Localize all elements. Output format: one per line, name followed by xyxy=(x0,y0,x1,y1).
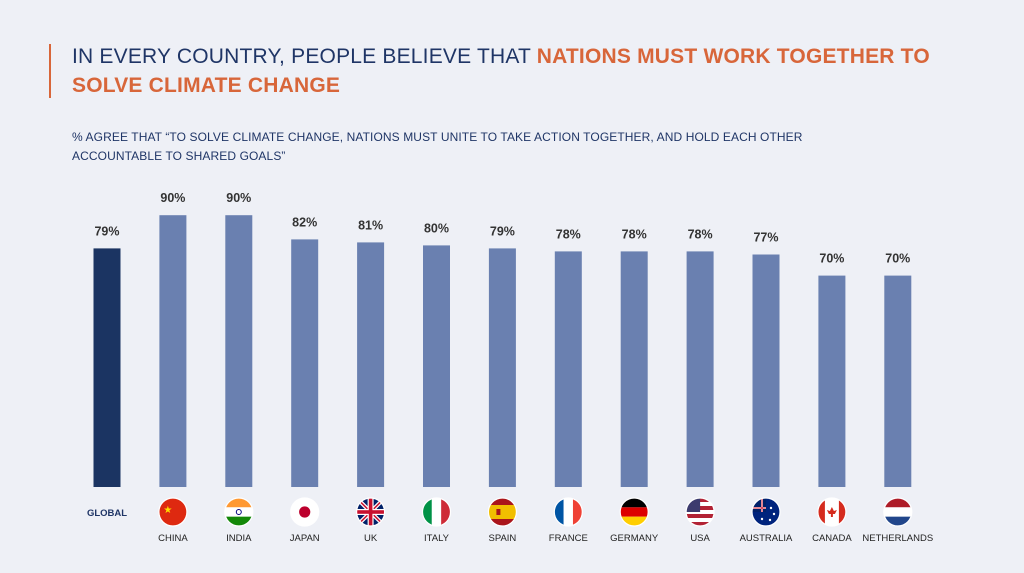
uk-flag-icon xyxy=(356,497,386,527)
category-label-france: FRANCE xyxy=(549,533,588,544)
value-label-india: 90% xyxy=(226,191,251,205)
category-label-spain: SPAIN xyxy=(488,533,516,544)
category-label-uk: UK xyxy=(364,533,378,544)
bar-france xyxy=(554,251,582,487)
title-part-1: IN EVERY COUNTRY, PEOPLE BELIEVE THAT xyxy=(72,45,537,68)
france-flag-icon xyxy=(553,497,583,527)
india-flag-icon xyxy=(224,497,254,527)
title-highlight: NATIONS MUST WORK TOGETHER TO SOLVE CLIM… xyxy=(72,45,930,97)
value-label-japan: 82% xyxy=(292,215,317,229)
bar-spain xyxy=(488,248,516,487)
bar-india xyxy=(225,215,253,487)
canada-flag-icon xyxy=(817,497,847,527)
value-label-global: 79% xyxy=(94,224,119,238)
category-label-italy: ITALY xyxy=(424,533,450,544)
value-label-australia: 77% xyxy=(753,231,778,245)
bar-uk xyxy=(357,242,385,487)
category-label-india: INDIA xyxy=(226,533,252,544)
value-label-france: 78% xyxy=(556,227,581,241)
value-label-china: 90% xyxy=(160,191,185,205)
bar-netherlands xyxy=(884,275,912,487)
australia-flag-icon xyxy=(751,497,781,527)
bar-italy xyxy=(423,245,450,487)
category-label-canada: CANADA xyxy=(812,533,852,544)
bar-usa xyxy=(686,251,714,487)
value-label-spain: 79% xyxy=(490,224,515,238)
value-label-uk: 81% xyxy=(358,218,383,232)
bar-canada xyxy=(818,275,846,487)
chart-subtitle: % AGREE THAT “TO SOLVE CLIMATE CHANGE, N… xyxy=(72,130,803,163)
category-label-australia: AUSTRALIA xyxy=(740,533,793,544)
category-label-netherlands: NETHERLANDS xyxy=(862,533,933,544)
category-label-germany: GERMANY xyxy=(610,533,659,544)
accent-line xyxy=(49,44,51,98)
category-label-usa: USA xyxy=(690,533,710,544)
category-label-japan: JAPAN xyxy=(290,533,320,544)
svg-text:★: ★ xyxy=(163,505,172,516)
bar-china xyxy=(159,215,187,487)
value-label-germany: 78% xyxy=(622,227,647,241)
bar-global xyxy=(93,248,121,487)
bar-australia xyxy=(752,254,780,487)
bar-japan xyxy=(291,239,319,487)
category-label-china: CHINA xyxy=(158,533,188,544)
germany-flag-icon xyxy=(619,497,649,527)
italy-flag-icon xyxy=(421,497,452,527)
value-label-usa: 78% xyxy=(688,227,713,241)
bar-germany xyxy=(620,251,648,487)
value-label-canada: 70% xyxy=(819,252,844,266)
page-title: IN EVERY COUNTRY, PEOPLE BELIEVE THAT NA… xyxy=(72,42,972,100)
category-label-global: GLOBAL xyxy=(87,508,127,519)
china-flag-icon: ★ xyxy=(158,497,188,527)
value-label-italy: 80% xyxy=(424,221,449,235)
netherlands-flag-icon xyxy=(883,497,913,527)
value-label-netherlands: 70% xyxy=(885,252,910,266)
japan-flag-icon xyxy=(290,497,320,527)
spain-flag-icon xyxy=(487,497,517,527)
usa-flag-icon xyxy=(685,497,715,527)
